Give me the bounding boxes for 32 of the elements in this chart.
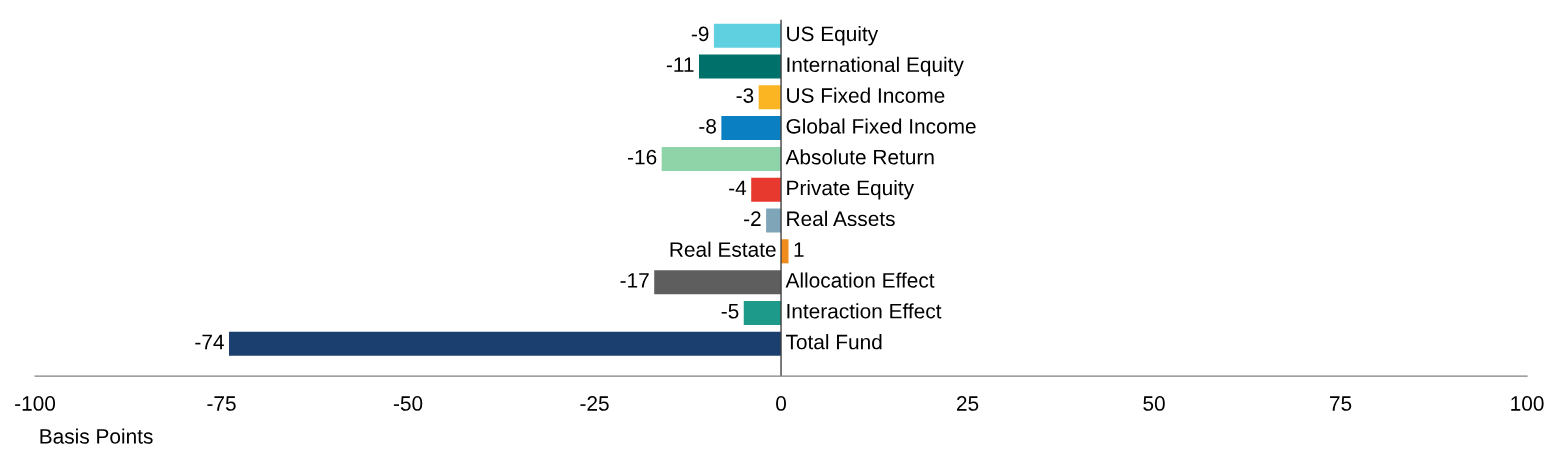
x-tick-label: -100	[15, 396, 56, 411]
y-tick-label: Allocation Effect	[785, 272, 935, 288]
x-tick-label: 50	[1143, 396, 1165, 411]
data-label: 1	[794, 242, 804, 257]
y-tick-label: US Equity	[787, 25, 879, 46]
y-tick-label: Real Assets	[787, 210, 895, 227]
x-tick-label: 100	[1511, 396, 1544, 411]
data-label: -4	[729, 180, 747, 196]
y-tick-label: Total Fund	[785, 334, 882, 350]
x-axis-title: Basis Points	[40, 428, 153, 444]
x-tick-label: -75	[207, 396, 236, 411]
y-tick-label: US Fixed Income	[787, 87, 945, 103]
x-tick-label: -25	[580, 396, 609, 411]
data-label: -9	[691, 26, 709, 42]
x-tick-label: 75	[1330, 396, 1352, 411]
y-tick-label: International Equity	[787, 56, 964, 77]
data-label: -8	[699, 118, 716, 134]
y-tick-label: Absolute Return	[785, 149, 934, 165]
y-tick-label: Interaction Effect	[787, 303, 942, 319]
data-label: -16	[628, 149, 657, 165]
y-tick-label: Private Equity	[787, 180, 915, 200]
data-label: -5	[721, 304, 739, 319]
data-label: -17	[620, 273, 649, 288]
x-tick-label: 25	[957, 396, 979, 411]
data-label: -74	[195, 334, 224, 350]
x-tick-label: -50	[393, 396, 423, 411]
data-label: -3	[736, 88, 754, 103]
data-label: -2	[744, 211, 761, 226]
y-tick-label: Real Estate	[670, 241, 776, 257]
x-tick-label: 0	[776, 396, 787, 411]
data-label: -11	[666, 57, 694, 72]
y-tick-label: Global Fixed Income	[786, 118, 976, 134]
